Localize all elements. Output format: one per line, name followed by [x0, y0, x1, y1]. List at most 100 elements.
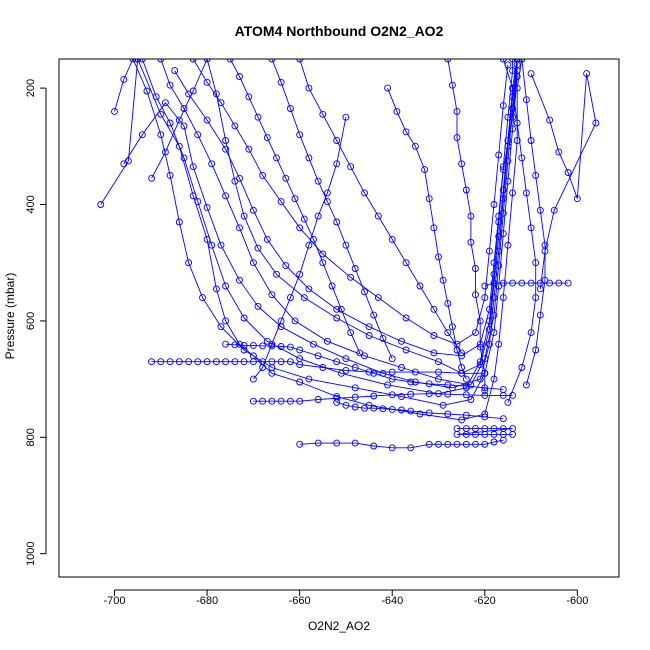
data-point — [222, 317, 230, 325]
data-point — [398, 337, 405, 345]
data-point — [490, 279, 498, 287]
data-point — [481, 294, 489, 302]
data-point — [504, 398, 512, 406]
data-point — [485, 247, 493, 255]
data-point — [277, 343, 285, 350]
data-point — [166, 358, 174, 366]
series-line — [299, 439, 504, 449]
data-point — [527, 279, 535, 287]
data-point — [222, 282, 230, 290]
data-point — [342, 366, 350, 374]
data-point — [291, 195, 299, 203]
series-16 — [499, 59, 540, 406]
x-tick-label: -680 — [196, 595, 218, 607]
data-point — [365, 368, 373, 376]
data-point — [444, 440, 452, 448]
data-point — [509, 279, 517, 287]
chart-title: ATOM4 Northbound O2N2_AO2 — [235, 23, 444, 39]
data-point — [481, 387, 489, 395]
data-point — [277, 358, 285, 366]
data-point — [527, 70, 535, 78]
series-line — [521, 59, 546, 386]
data-point — [509, 84, 517, 92]
data-point — [398, 393, 405, 401]
series-17 — [518, 59, 549, 389]
data-point — [194, 131, 202, 139]
data-point — [388, 391, 396, 399]
data-point — [157, 110, 165, 118]
data-point — [249, 358, 257, 366]
data-point — [129, 59, 137, 63]
y-tick-label: 1000 — [25, 541, 37, 565]
series-line — [484, 282, 569, 287]
data-point — [249, 206, 257, 214]
data-point — [453, 430, 461, 438]
data-point — [166, 171, 174, 179]
data-point — [296, 361, 304, 369]
data-point — [527, 329, 535, 337]
data-point — [541, 247, 549, 255]
data-point — [490, 259, 498, 267]
data-point — [435, 440, 442, 448]
data-point — [453, 134, 461, 142]
data-point — [222, 145, 230, 153]
series-line — [530, 73, 597, 289]
data-point — [435, 253, 442, 261]
series-15 — [481, 279, 572, 290]
data-point — [481, 430, 489, 438]
data-point — [277, 78, 285, 86]
data-point — [259, 364, 267, 371]
data-point — [536, 206, 544, 214]
data-point — [249, 259, 257, 267]
data-point — [430, 305, 438, 313]
data-point — [532, 346, 540, 354]
data-point — [435, 375, 442, 383]
data-point — [180, 105, 188, 112]
series-line — [229, 59, 361, 354]
data-point — [388, 405, 396, 413]
data-point — [342, 355, 350, 363]
data-point — [541, 276, 549, 284]
data-point — [282, 262, 290, 270]
data-point — [240, 212, 248, 220]
data-point — [527, 224, 535, 232]
plot-frame — [58, 58, 620, 578]
data-point — [180, 122, 188, 130]
data-point — [296, 131, 304, 139]
data-point — [296, 440, 304, 448]
data-point — [319, 110, 327, 118]
data-point — [342, 113, 350, 121]
data-point — [472, 430, 479, 438]
data-point — [351, 364, 359, 371]
series-line — [299, 59, 462, 354]
data-point — [166, 119, 174, 127]
data-point — [161, 99, 169, 107]
series-5 — [148, 59, 521, 377]
data-point — [305, 285, 313, 293]
series-21 — [296, 59, 466, 357]
x-axis-label: O2N2_AO2 — [308, 619, 370, 633]
data-point — [472, 440, 479, 448]
data-point — [467, 212, 475, 220]
data-point — [411, 368, 419, 376]
data-point — [305, 84, 313, 92]
data-point — [249, 375, 257, 383]
data-point — [522, 96, 530, 104]
data-point — [518, 154, 526, 162]
data-point — [481, 413, 489, 421]
data-point — [499, 163, 507, 171]
data-point — [259, 342, 267, 350]
data-point — [370, 369, 378, 377]
series-9 — [148, 358, 489, 377]
data-point — [490, 270, 498, 278]
data-point — [499, 279, 507, 287]
series-line — [160, 59, 518, 386]
data-point — [509, 391, 517, 399]
data-point — [444, 381, 452, 389]
data-point — [402, 314, 410, 322]
data-point — [393, 107, 401, 115]
data-point — [448, 81, 456, 89]
data-point — [536, 311, 544, 319]
data-point — [425, 409, 433, 417]
data-point — [439, 276, 447, 284]
